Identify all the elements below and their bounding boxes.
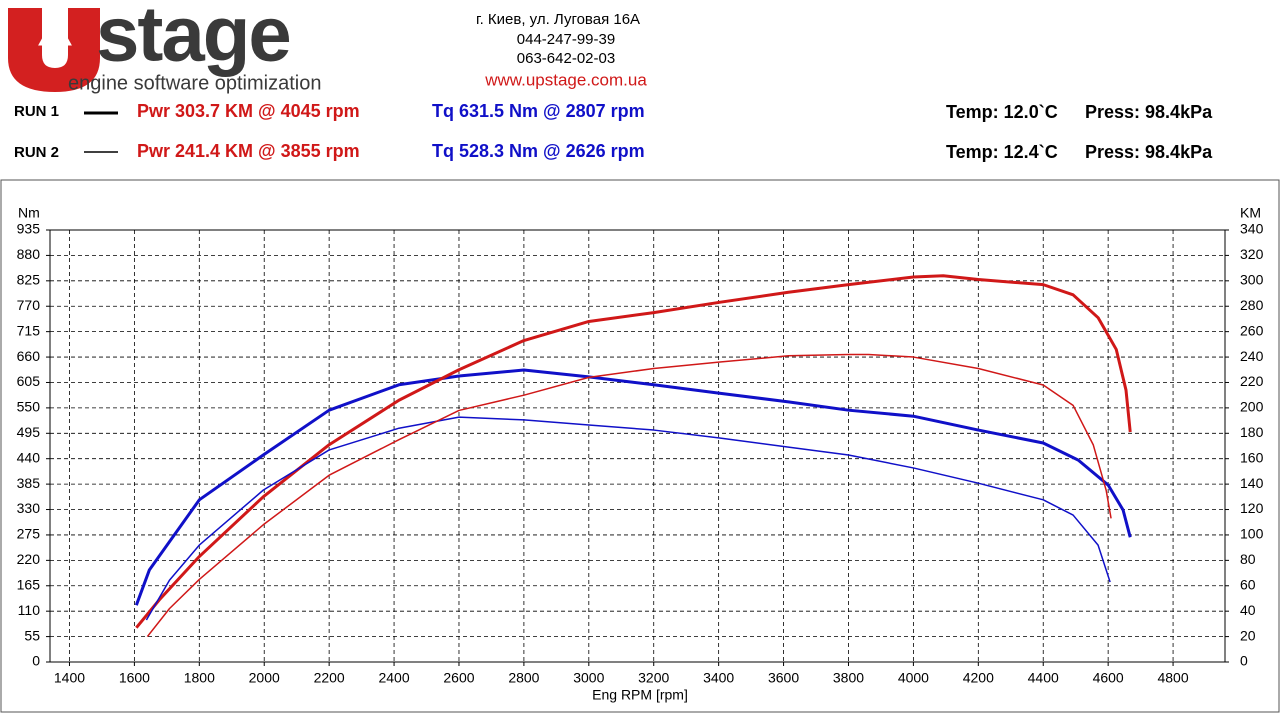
run-press: Press: 98.4kPa xyxy=(1085,102,1213,122)
logo-arrow xyxy=(38,14,72,62)
x-tick-label: 2200 xyxy=(314,670,345,686)
y2-tick-label: 120 xyxy=(1240,500,1264,516)
x-tick-label: 2600 xyxy=(443,670,474,686)
y-tick-label: 770 xyxy=(17,297,41,313)
series-line xyxy=(134,368,1132,606)
x-tick-label: 4800 xyxy=(1157,670,1188,686)
x-tick-label: 1800 xyxy=(184,670,215,686)
chart-frame xyxy=(0,179,1280,713)
y2-tick-label: 40 xyxy=(1240,602,1256,618)
logo xyxy=(8,8,100,92)
y-tick-label: 330 xyxy=(17,500,41,516)
y-tick-label: 55 xyxy=(24,627,40,643)
y2-axis-label: KM xyxy=(1240,205,1261,221)
address: г. Киев, ул. Луговая 16А xyxy=(476,11,640,28)
y2-tick-label: 20 xyxy=(1240,627,1256,643)
y-tick-label: 440 xyxy=(17,449,41,465)
phone: 063-642-02-03 xyxy=(517,50,615,67)
y-tick-label: 220 xyxy=(17,551,41,567)
x-axis-label: Eng RPM [rpm] xyxy=(592,687,688,703)
series-line xyxy=(145,416,1111,621)
y-tick-label: 275 xyxy=(17,526,41,542)
y2-tick-label: 60 xyxy=(1240,576,1256,592)
x-tick-label: 1400 xyxy=(54,670,85,686)
logo-text: stage xyxy=(96,0,290,78)
run-press: Press: 98.4kPa xyxy=(1085,142,1213,162)
y2-tick-label: 240 xyxy=(1240,348,1264,364)
x-tick-label: 2800 xyxy=(508,670,539,686)
slogan: engine software optimization xyxy=(68,72,321,94)
y-tick-label: 935 xyxy=(17,221,41,237)
y2-tick-label: 180 xyxy=(1240,424,1264,440)
y2-tick-label: 340 xyxy=(1240,221,1264,237)
y2-tick-label: 220 xyxy=(1240,373,1264,389)
x-tick-label: 4200 xyxy=(963,670,994,686)
y2-tick-label: 100 xyxy=(1240,526,1264,542)
y-axis-label: Nm xyxy=(18,205,40,221)
run-temp: Temp: 12.4`C xyxy=(946,142,1058,162)
x-tick-label: 2400 xyxy=(378,670,409,686)
run-label: RUN 2 xyxy=(14,144,59,161)
x-tick-label: 2000 xyxy=(249,670,280,686)
y-tick-label: 715 xyxy=(17,322,41,338)
y-tick-label: 550 xyxy=(17,399,41,415)
y-tick-label: 825 xyxy=(17,272,41,288)
x-tick-label: 4400 xyxy=(1028,670,1059,686)
y-tick-label: 605 xyxy=(17,373,41,389)
y2-tick-label: 260 xyxy=(1240,322,1264,338)
run-label: RUN 1 xyxy=(14,103,59,120)
y2-tick-label: 300 xyxy=(1240,272,1264,288)
run-power: Pwr 241.4 KM @ 3855 rpm xyxy=(137,141,360,161)
x-tick-label: 1600 xyxy=(119,670,150,686)
logo-u xyxy=(8,8,100,92)
y-tick-label: 0 xyxy=(32,653,40,669)
phone: 044-247-99-39 xyxy=(517,31,615,48)
y2-tick-label: 200 xyxy=(1240,399,1264,415)
x-tick-label: 4600 xyxy=(1093,670,1124,686)
y2-tick-label: 80 xyxy=(1240,551,1256,567)
y-tick-label: 880 xyxy=(17,246,41,262)
x-tick-label: 3200 xyxy=(638,670,669,686)
y2-tick-label: 160 xyxy=(1240,449,1264,465)
y-tick-label: 495 xyxy=(17,424,41,440)
y-tick-label: 660 xyxy=(17,348,41,364)
y2-tick-label: 0 xyxy=(1240,653,1248,669)
series-line xyxy=(135,274,1132,629)
run-power: Pwr 303.7 KM @ 4045 rpm xyxy=(137,101,360,121)
plot-area xyxy=(49,229,1226,663)
y-tick-label: 110 xyxy=(18,602,41,618)
x-tick-label: 3800 xyxy=(833,670,864,686)
x-tick-label: 3000 xyxy=(573,670,604,686)
x-tick-label: 3400 xyxy=(703,670,734,686)
run-torque: Tq 528.3 Nm @ 2626 rpm xyxy=(432,141,645,161)
series-line xyxy=(146,353,1112,638)
x-tick-label: 3600 xyxy=(768,670,799,686)
run-temp: Temp: 12.0`C xyxy=(946,102,1058,122)
y2-tick-label: 140 xyxy=(1240,475,1264,491)
x-tick-label: 4000 xyxy=(898,670,929,686)
y-tick-label: 165 xyxy=(17,576,41,592)
run-torque: Tq 631.5 Nm @ 2807 rpm xyxy=(432,101,645,121)
y-tick-label: 385 xyxy=(17,475,41,491)
y2-tick-label: 280 xyxy=(1240,297,1264,313)
y2-tick-label: 320 xyxy=(1240,246,1264,262)
website: www.upstage.com.ua xyxy=(484,70,647,89)
